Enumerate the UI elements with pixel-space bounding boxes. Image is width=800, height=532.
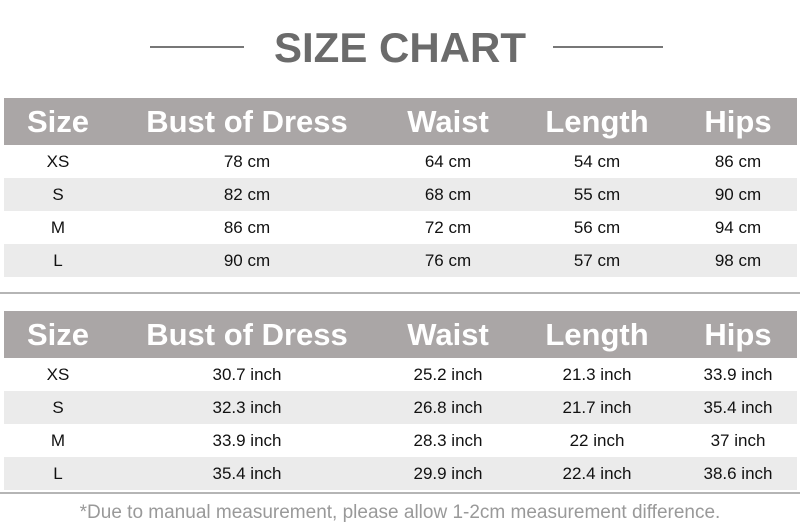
table-cell: 35.4 inch xyxy=(703,397,773,417)
column-header: Waist xyxy=(407,316,489,352)
table-cell: 37 inch xyxy=(710,430,766,450)
column-header: Size xyxy=(26,316,90,352)
column-header: Bust of Dress xyxy=(146,103,348,139)
table-cell: 22 inch xyxy=(569,430,625,450)
title-line-right xyxy=(553,46,663,48)
divider xyxy=(0,492,800,494)
table-cell: 86 cm xyxy=(223,217,271,237)
column-header: Hips xyxy=(704,316,772,352)
table-row: XS 30.7 inch 25.2 inch 21.3 inch 33.9 inch xyxy=(4,358,797,391)
table-row: L 90 cm 76 cm 57 cm 98 cm xyxy=(4,244,797,277)
table-cell: M xyxy=(50,217,66,237)
table-cell: 76 cm xyxy=(424,250,472,270)
table-cell: 55 cm xyxy=(573,184,621,204)
table-cell: S xyxy=(52,184,64,204)
table-cell: 33.9 inch xyxy=(212,430,282,450)
size-table-inch: Size Bust of Dress Waist Length Hips XS 30.7 i… xyxy=(4,311,797,490)
table-row: L 35.4 inch 29.9 inch 22.4 inch 38.6 inch xyxy=(4,457,797,490)
table-cell: XS xyxy=(46,364,70,384)
table-cell: 29.9 inch xyxy=(413,463,483,483)
column-header: Waist xyxy=(407,103,489,139)
table-cell: 33.9 inch xyxy=(703,364,773,384)
table-cell: 35.4 inch xyxy=(212,463,282,483)
measurement-note: *Due to manual measurement, please allow… xyxy=(79,502,721,523)
column-header: Length xyxy=(545,103,649,139)
page-title: SIZE CHART xyxy=(274,24,526,71)
table-cell: 30.7 inch xyxy=(212,364,282,384)
table-cell: 21.3 inch xyxy=(562,364,632,384)
table-cell: 68 cm xyxy=(424,184,472,204)
table-cell: 54 cm xyxy=(573,151,621,171)
table-cell: S xyxy=(52,397,64,417)
table-row: M 86 cm 72 cm 56 cm 94 cm xyxy=(4,211,797,244)
table-cell: 86 cm xyxy=(714,151,762,171)
header-row: Size Bust of Dress Waist Length Hips xyxy=(4,311,797,358)
column-header: Bust of Dress xyxy=(146,316,348,352)
column-header: Hips xyxy=(704,103,772,139)
table-cell: 82 cm xyxy=(223,184,271,204)
table-cell: M xyxy=(50,430,66,450)
table-cell: 72 cm xyxy=(424,217,472,237)
table-cell: 64 cm xyxy=(424,151,472,171)
table-row: M 33.9 inch 28.3 inch 22 inch 37 inch xyxy=(4,424,797,457)
table-row: S 82 cm 68 cm 55 cm 90 cm xyxy=(4,178,797,211)
table-cell: 28.3 inch xyxy=(413,430,483,450)
divider xyxy=(0,292,800,294)
table-cell: 38.6 inch xyxy=(703,463,773,483)
size-table-cm: Size Bust of Dress Waist Length Hips XS 78 cm 6… xyxy=(4,98,797,277)
table-cell: 78 cm xyxy=(223,151,271,171)
table-cell: 98 cm xyxy=(714,250,762,270)
table-cell: 21.7 inch xyxy=(562,397,632,417)
table-cell: 90 cm xyxy=(714,184,762,204)
table-cell: XS xyxy=(46,151,70,171)
table-row: XS 78 cm 64 cm 54 cm 86 cm xyxy=(4,145,797,178)
table-cell: 90 cm xyxy=(223,250,271,270)
table-cell: L xyxy=(53,463,63,483)
table-cell: 22.4 inch xyxy=(562,463,632,483)
table-cell: 32.3 inch xyxy=(212,397,282,417)
title-line-left xyxy=(150,46,244,48)
table-cell: L xyxy=(53,250,63,270)
table-cell: 26.8 inch xyxy=(413,397,483,417)
column-header: Length xyxy=(545,316,649,352)
table-cell: 25.2 inch xyxy=(413,364,483,384)
table-cell: 57 cm xyxy=(573,250,621,270)
table-cell: 94 cm xyxy=(714,217,762,237)
table-row: S 32.3 inch 26.8 inch 21.7 inch 35.4 inch xyxy=(4,391,797,424)
column-header: Size xyxy=(26,103,90,139)
header-row: Size Bust of Dress Waist Length Hips xyxy=(4,98,797,145)
table-cell: 56 cm xyxy=(573,217,621,237)
